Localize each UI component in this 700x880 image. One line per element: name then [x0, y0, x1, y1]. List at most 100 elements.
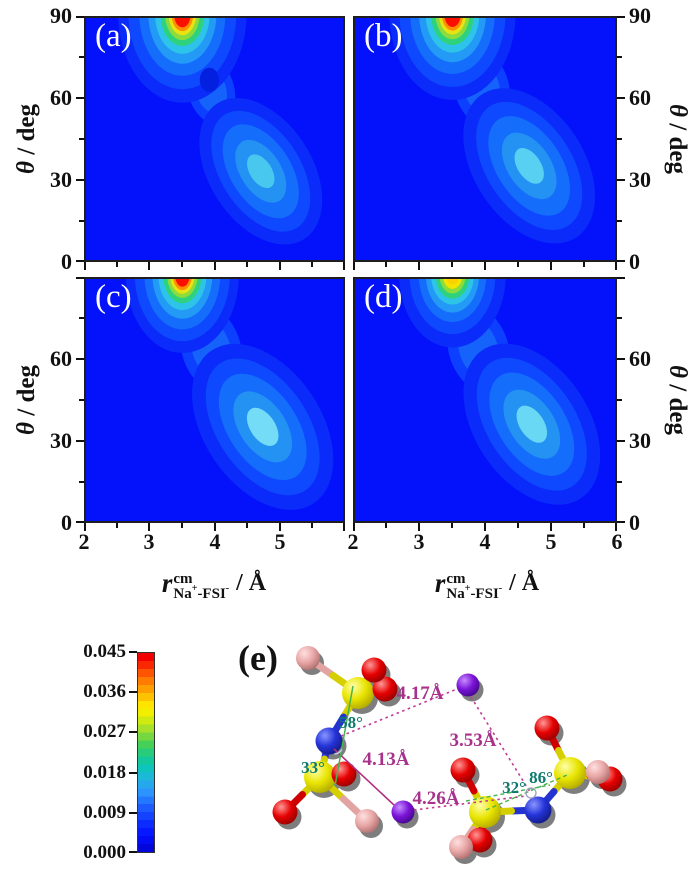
x-axis-ticks-c	[84, 523, 345, 532]
tick-mark	[76, 357, 84, 360]
heatmap-a-plot	[86, 18, 343, 260]
distance-label: 4.17Å	[397, 683, 444, 704]
tick-mark	[311, 262, 314, 267]
sulfur-atom	[342, 677, 374, 709]
oxygen-atom	[534, 715, 560, 741]
y-tick-label: 60	[50, 85, 72, 110]
y-tick-label: 0	[629, 510, 640, 535]
tick-mark	[79, 56, 84, 58]
distance-label: 4.26Å	[413, 788, 460, 809]
tick-mark	[517, 262, 519, 267]
colorbar-tick-label: 0.036	[83, 681, 126, 702]
nitrogen-atom	[524, 796, 552, 824]
colorbar-tick-label: 0.000	[83, 842, 126, 863]
tick-mark	[79, 480, 84, 483]
x-tick-label: 2	[347, 529, 359, 554]
distance-line-3-53	[470, 696, 531, 793]
tick-mark	[353, 262, 355, 270]
colorbar-tick	[129, 651, 137, 653]
distance-line-4-13	[333, 748, 395, 806]
colorbar-tick	[129, 851, 137, 853]
y-tick-label: 60	[629, 85, 651, 110]
tick-mark	[617, 357, 625, 360]
atom-shadows	[276, 651, 627, 864]
tick-mark	[84, 523, 86, 531]
oxygen-atom	[361, 657, 387, 683]
x-tick-label: 3	[143, 529, 155, 554]
tick-mark	[115, 262, 118, 267]
distance-label: 4.13Å	[363, 749, 410, 770]
tick-mark	[385, 262, 387, 267]
tick-mark	[343, 262, 345, 270]
tick-mark	[311, 523, 314, 528]
tick-mark	[246, 262, 249, 267]
y-tick-label: 0	[629, 249, 640, 274]
x-axis-ticks-a	[84, 262, 345, 271]
tick-mark	[278, 262, 281, 270]
y-axis-ticks-a	[75, 16, 84, 262]
tick-mark	[617, 16, 625, 18]
tick-mark	[79, 317, 84, 319]
tick-mark	[615, 523, 617, 531]
tick-mark	[617, 480, 622, 483]
tick-mark	[76, 277, 84, 279]
nitrogen-atom	[315, 727, 343, 755]
heatmap-panel-d: (d)	[353, 277, 617, 523]
tick-mark	[278, 523, 281, 531]
x-axis-ticks-d	[353, 523, 617, 532]
heatmap-d-plot	[355, 279, 615, 521]
tick-mark	[617, 96, 625, 99]
fluorine-atom	[449, 835, 473, 859]
distance-line-4-26	[413, 795, 527, 811]
tick-mark	[418, 523, 420, 531]
colorbar-tick-label: 0.027	[83, 721, 126, 742]
x-tick-label: 5	[274, 529, 286, 554]
angle-label: 32°	[502, 778, 526, 797]
y-tick-label: 90	[629, 3, 651, 28]
deg-suffix: / deg	[13, 104, 40, 161]
tick-mark	[213, 523, 216, 531]
tick-mark	[180, 262, 183, 267]
tick-mark	[617, 56, 622, 58]
heatmap-panel-a: (a)	[84, 16, 345, 262]
y-axis-title-left-bottom: θ / deg	[13, 365, 40, 435]
tick-mark	[84, 262, 86, 270]
tick-mark	[79, 219, 84, 222]
y-axis-ticks-c	[75, 277, 84, 523]
x-axis-title-left: r cm Na + -FSI - / Å	[161, 568, 267, 602]
tick-mark	[213, 262, 216, 270]
tick-mark	[148, 523, 151, 531]
tick-mark	[148, 262, 151, 270]
colorbar-tick	[129, 772, 137, 774]
tick-mark	[617, 399, 622, 401]
tick-mark	[76, 521, 84, 523]
x-tick-label: 4	[479, 529, 491, 554]
fsi-anion-right	[449, 715, 623, 859]
molecule-labels: (e) 4.17Å 4.13Å 3.53Å 4.26Å 58° 33° 32° …	[238, 638, 553, 809]
tick-mark	[583, 523, 585, 528]
x-axis-ticks-b	[353, 262, 617, 271]
distance-label: 3.53Å	[450, 730, 497, 751]
y-tick-label: 60	[50, 346, 72, 371]
tick-mark	[76, 179, 84, 181]
y-tick-label: 90	[50, 3, 72, 28]
y-axis-ticks-d	[617, 277, 626, 523]
sulfur-atom	[554, 757, 586, 789]
y-tick-label: 30	[50, 167, 72, 192]
tick-mark	[583, 262, 585, 267]
sulfur-atom	[304, 761, 336, 793]
tick-mark	[79, 399, 84, 401]
x-tick-label: 3	[413, 529, 425, 554]
y-tick-label: 30	[629, 167, 651, 192]
tick-mark	[617, 219, 622, 222]
angle-label: 33°	[301, 758, 325, 777]
sodium-ion-upper	[456, 673, 480, 697]
tick-mark	[617, 260, 625, 262]
colorbar-tick	[129, 812, 137, 814]
oxygen-atom	[450, 757, 476, 783]
colorbar-tick-label: 0.009	[83, 802, 126, 823]
tick-mark	[617, 440, 625, 442]
colorbar-tick-label: 0.018	[83, 762, 126, 783]
x-tick-label: 2	[78, 529, 90, 554]
